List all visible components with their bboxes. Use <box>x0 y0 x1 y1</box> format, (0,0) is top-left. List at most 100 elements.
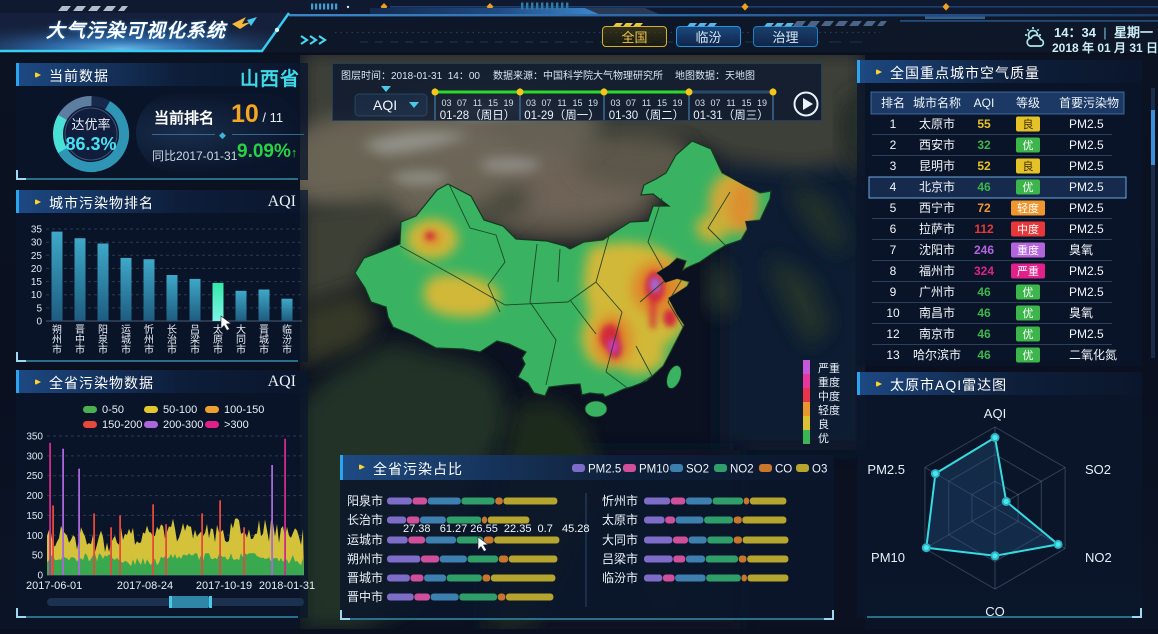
svg-text:01-30（周二）: 01-30（周二） <box>609 109 684 120</box>
svg-text:200: 200 <box>26 491 43 502</box>
svg-text:150-200: 150-200 <box>102 419 142 431</box>
svg-text:PM2.5: PM2.5 <box>1069 264 1104 278</box>
svg-text:运城市: 运城市 <box>121 324 131 356</box>
svg-text:太原市: 太原市 <box>919 116 955 131</box>
svg-text:01-29（周一）: 01-29（周一） <box>524 109 599 120</box>
svg-text:PM10: PM10 <box>639 464 669 476</box>
svg-text:112: 112 <box>974 222 994 236</box>
svg-text:城市名称: 城市名称 <box>913 95 961 110</box>
svg-text:西宁市: 西宁市 <box>919 200 955 215</box>
svg-text:O3: O3 <box>812 464 827 476</box>
svg-text:11: 11 <box>726 98 735 108</box>
svg-text:轻度: 轻度 <box>1017 201 1039 215</box>
svg-text:SO2: SO2 <box>686 464 709 476</box>
svg-text:15: 15 <box>31 277 43 288</box>
svg-text:PM2.5: PM2.5 <box>1069 222 1104 236</box>
svg-text:达优率: 达优率 <box>71 117 110 132</box>
svg-text:5: 5 <box>36 303 42 314</box>
svg-text:6: 6 <box>890 222 897 236</box>
svg-text:北京市: 北京市 <box>919 179 955 194</box>
svg-text:PM2.5: PM2.5 <box>588 464 621 476</box>
svg-text:15: 15 <box>488 98 498 108</box>
svg-text:19: 19 <box>588 98 598 108</box>
svg-text:长治市: 长治市 <box>347 512 383 527</box>
svg-text:PM2.5: PM2.5 <box>1069 117 1104 131</box>
svg-text:200-300: 200-300 <box>163 419 203 431</box>
svg-text:哈尔滨市: 哈尔滨市 <box>913 347 961 362</box>
svg-text:07: 07 <box>626 98 636 108</box>
svg-text:南昌市: 南昌市 <box>919 305 955 320</box>
svg-text:重度: 重度 <box>818 375 840 389</box>
svg-text:优: 优 <box>1023 139 1034 152</box>
svg-text:19: 19 <box>757 98 767 108</box>
svg-text:0: 0 <box>37 571 43 582</box>
svg-text:2: 2 <box>890 138 897 152</box>
svg-text:2017-08-24: 2017-08-24 <box>117 580 173 592</box>
svg-text:07: 07 <box>710 98 720 108</box>
svg-text:中度: 中度 <box>1017 222 1039 236</box>
svg-text:9: 9 <box>890 285 897 299</box>
svg-text:86.3%: 86.3% <box>65 134 116 154</box>
svg-text:地图数据：天地图: 地图数据：天地图 <box>675 69 755 82</box>
svg-text:46: 46 <box>977 306 991 320</box>
svg-text:01-31（周三）: 01-31（周三） <box>693 109 768 120</box>
svg-text:优: 优 <box>1023 286 1034 299</box>
svg-text:优: 优 <box>1023 328 1034 341</box>
svg-text:首要污染物: 首要污染物 <box>1059 95 1119 110</box>
svg-text:13: 13 <box>886 348 900 362</box>
svg-text:数据来源：中国科学院大气物理研究所: 数据来源：中国科学院大气物理研究所 <box>493 69 663 82</box>
svg-text:01-28（周日）: 01-28（周日） <box>440 109 515 120</box>
svg-text:19: 19 <box>503 98 513 108</box>
svg-text:50-100: 50-100 <box>163 404 197 416</box>
svg-text:良: 良 <box>1023 159 1034 173</box>
svg-text:PM2.5: PM2.5 <box>1069 159 1104 173</box>
svg-text:300: 300 <box>26 451 43 462</box>
svg-text:拉萨市: 拉萨市 <box>919 221 955 236</box>
svg-text:20: 20 <box>31 264 43 275</box>
svg-text:100-150: 100-150 <box>224 404 264 416</box>
svg-text:大同市: 大同市 <box>236 323 246 356</box>
svg-text:52: 52 <box>977 159 991 173</box>
svg-text:AQI: AQI <box>373 97 397 113</box>
svg-text:PM2.5: PM2.5 <box>867 462 905 477</box>
svg-text:12: 12 <box>886 327 900 341</box>
svg-text:150: 150 <box>26 511 43 522</box>
svg-text:晋城市: 晋城市 <box>347 570 383 585</box>
svg-text:排名: 排名 <box>881 95 905 110</box>
svg-text:100: 100 <box>26 531 43 542</box>
svg-text:太原市: 太原市 <box>602 512 638 527</box>
svg-text:沈阳市: 沈阳市 <box>919 242 955 257</box>
svg-text:优: 优 <box>1023 349 1034 362</box>
svg-text:324: 324 <box>974 264 994 278</box>
svg-text:长治市: 长治市 <box>167 324 177 356</box>
svg-text:72: 72 <box>977 201 991 215</box>
svg-text:2017-06-01: 2017-06-01 <box>26 580 82 592</box>
svg-text:阳泉市: 阳泉市 <box>347 493 383 508</box>
svg-text:图层时间：2018-01-31 14：00: 图层时间：2018-01-31 14：00 <box>341 69 480 82</box>
svg-text:PM2.5: PM2.5 <box>1069 327 1104 341</box>
svg-text:19: 19 <box>672 98 682 108</box>
svg-text:03: 03 <box>441 98 451 108</box>
svg-text:严重: 严重 <box>818 361 840 375</box>
svg-text:晋中市: 晋中市 <box>75 324 85 356</box>
svg-text:03: 03 <box>695 98 705 108</box>
svg-text:32: 32 <box>977 138 991 152</box>
svg-text:PM10: PM10 <box>871 550 905 565</box>
svg-text:优: 优 <box>818 432 829 445</box>
svg-text:太原市: 太原市 <box>213 323 223 356</box>
svg-text:35: 35 <box>31 225 43 236</box>
svg-text:15: 15 <box>657 98 667 108</box>
svg-text:50: 50 <box>32 551 44 562</box>
svg-text:朔州市: 朔州市 <box>347 551 383 566</box>
svg-text:吕梁市: 吕梁市 <box>190 324 200 356</box>
svg-text:二氧化氮: 二氧化氮 <box>1069 347 1117 362</box>
svg-text:46: 46 <box>977 327 991 341</box>
svg-text:PM2.5: PM2.5 <box>1069 138 1104 152</box>
svg-text:PM2.5: PM2.5 <box>1069 285 1104 299</box>
svg-text:7: 7 <box>890 243 897 257</box>
svg-text:CO: CO <box>985 604 1005 618</box>
svg-text:27.38 61.27 26.55 22.35 0.: 27.38 61.27 26.55 22.35 0.7 45.28 <box>403 523 590 535</box>
svg-text:2017-10-19: 2017-10-19 <box>196 580 252 592</box>
svg-text:46: 46 <box>977 285 991 299</box>
svg-text:等级: 等级 <box>1016 96 1040 110</box>
